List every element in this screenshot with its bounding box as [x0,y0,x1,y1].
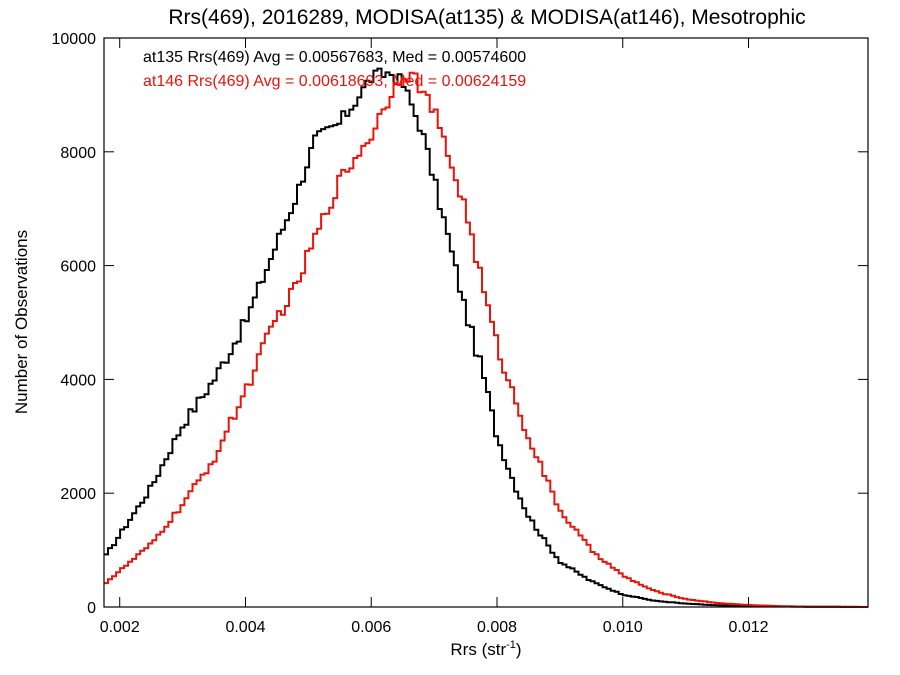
x-axis: 0.002 0.004 0.006 0.008 0.010 0.012 [100,38,769,636]
y-tick-label: 6000 [60,259,96,276]
x-tick-label: 0.004 [225,619,265,636]
series-line-at146 [104,71,868,608]
x-tick-label: 0.002 [100,619,140,636]
y-tick-label: 4000 [60,372,96,389]
legend-entry-at146: at146 Rrs(469) Avg = 0.00618693, Med = 0… [143,73,526,90]
x-tick-label: 0.010 [603,619,643,636]
series-line-at135 [104,67,868,608]
y-tick-label: 2000 [60,486,96,503]
y-axis-label: Number of Observations [12,230,31,414]
y-tick-label: 10000 [52,31,97,48]
chart-title: Rrs(469), 2016289, MODISA(at135) & MODIS… [168,6,805,29]
x-tick-label: 0.006 [351,619,391,636]
series-layer [104,67,868,608]
x-axis-label: Rrs (str-1) [450,639,521,659]
y-tick-label: 8000 [60,145,96,162]
x-tick-label: 0.012 [729,619,769,636]
y-tick-label: 0 [87,600,96,617]
x-tick-label: 0.008 [477,619,517,636]
plot-frame [103,37,869,608]
legend-entry-at135: at135 Rrs(469) Avg = 0.00567683, Med = 0… [143,49,526,66]
y-axis: 0 2000 4000 6000 8000 10000 [52,31,868,617]
legend: at135 Rrs(469) Avg = 0.00567683, Med = 0… [143,49,526,90]
